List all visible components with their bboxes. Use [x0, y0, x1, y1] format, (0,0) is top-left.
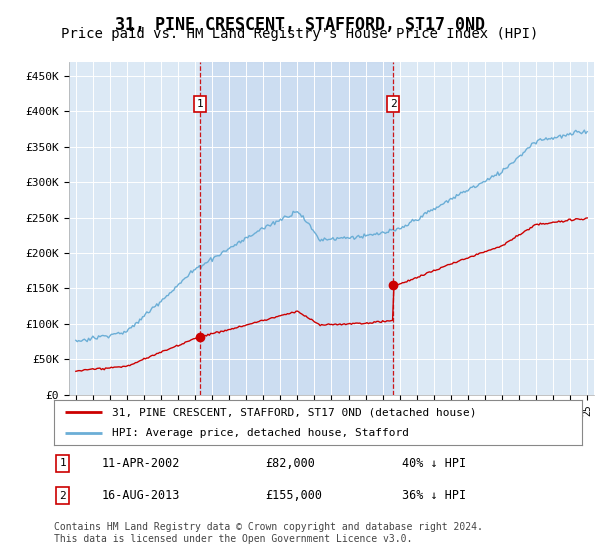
- Text: HPI: Average price, detached house, Stafford: HPI: Average price, detached house, Staf…: [112, 428, 409, 438]
- Text: 16-AUG-2013: 16-AUG-2013: [101, 489, 180, 502]
- Text: £155,000: £155,000: [265, 489, 322, 502]
- Text: Contains HM Land Registry data © Crown copyright and database right 2024.
This d: Contains HM Land Registry data © Crown c…: [54, 522, 483, 544]
- Text: 31, PINE CRESCENT, STAFFORD, ST17 0ND (detached house): 31, PINE CRESCENT, STAFFORD, ST17 0ND (d…: [112, 408, 476, 418]
- Bar: [200, 62, 393, 395]
- Text: 31, PINE CRESCENT, STAFFORD, ST17 0ND: 31, PINE CRESCENT, STAFFORD, ST17 0ND: [115, 16, 485, 34]
- Text: 2: 2: [390, 99, 397, 109]
- Text: 40% ↓ HPI: 40% ↓ HPI: [403, 457, 467, 470]
- Text: 1: 1: [196, 99, 203, 109]
- Text: Price paid vs. HM Land Registry's House Price Index (HPI): Price paid vs. HM Land Registry's House …: [61, 27, 539, 41]
- Text: 2: 2: [59, 491, 66, 501]
- Text: 1: 1: [59, 459, 66, 468]
- Text: 11-APR-2002: 11-APR-2002: [101, 457, 180, 470]
- Text: 36% ↓ HPI: 36% ↓ HPI: [403, 489, 467, 502]
- Text: £82,000: £82,000: [265, 457, 315, 470]
